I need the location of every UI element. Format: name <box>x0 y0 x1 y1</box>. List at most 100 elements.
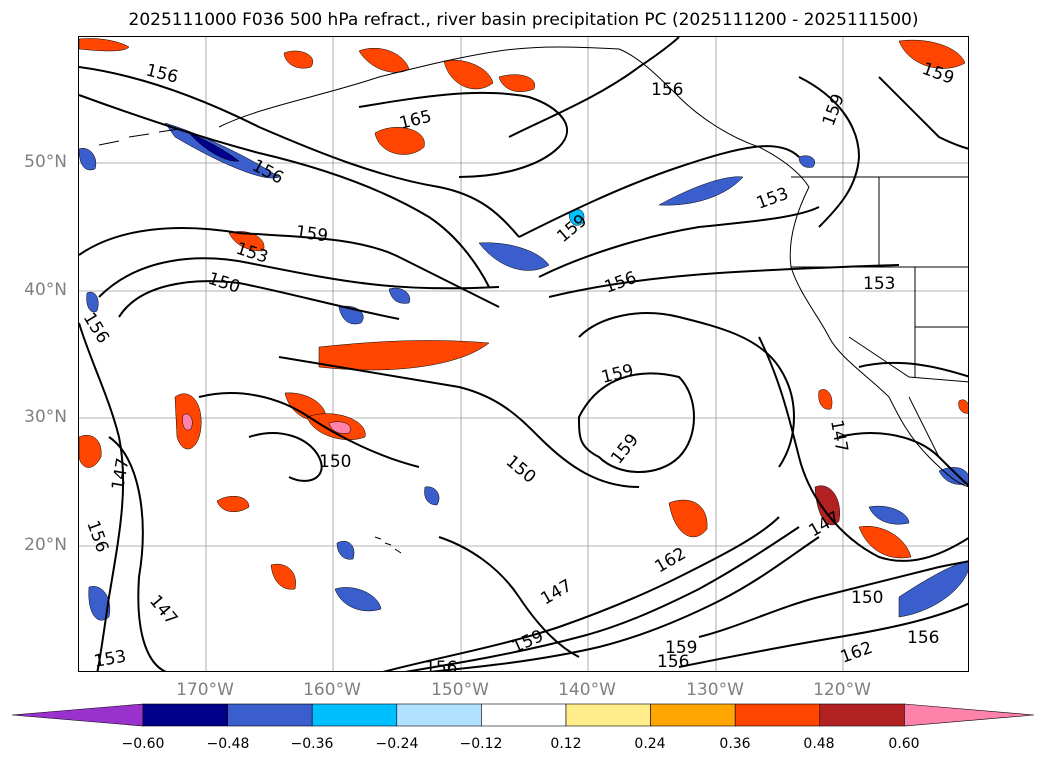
positive-area <box>668 499 708 538</box>
lat-label-30n: 30°N <box>24 407 67 427</box>
contour-line <box>198 392 420 468</box>
aleutian-islands <box>98 128 180 146</box>
contour-line <box>108 436 167 671</box>
lat-label-50n: 50°N <box>24 152 67 172</box>
coastlines <box>98 46 968 554</box>
positive-area <box>79 435 102 468</box>
contour-label: 156 <box>249 156 287 189</box>
negative-area <box>478 242 550 271</box>
colorbar-tick: −0.36 <box>290 736 334 752</box>
map-panel: 156 165 156 159 153 150 156 159 156 153 … <box>78 36 969 672</box>
positive-area <box>358 47 410 73</box>
positive-area <box>374 127 425 155</box>
positive-area <box>182 413 193 431</box>
contour-line <box>678 602 968 668</box>
negative-area <box>424 486 440 506</box>
alaska-coast <box>218 46 810 188</box>
contour-line <box>508 37 680 138</box>
contour-line <box>798 76 861 228</box>
lon-label-120w: 120°W <box>813 680 871 700</box>
contour-label: 156 <box>82 518 112 555</box>
contour-line <box>878 76 968 150</box>
colorbar-tick: −0.60 <box>121 736 165 752</box>
negative-area <box>868 505 910 525</box>
colorbar <box>11 703 1035 727</box>
baja-coast <box>908 396 940 458</box>
contour-line <box>79 322 125 671</box>
contour-label: 153 <box>233 239 270 268</box>
colorbar-tick: 0.48 <box>803 736 835 752</box>
negative-area <box>898 560 968 618</box>
negative-area <box>334 587 382 612</box>
contour-line <box>538 206 820 278</box>
positive-area <box>498 74 535 92</box>
positive-area <box>228 231 265 252</box>
map-canvas: 156 165 156 159 153 150 156 159 156 153 … <box>79 37 968 672</box>
north-america-coast <box>789 186 968 488</box>
positive-area <box>270 563 296 590</box>
contour-label: 159 <box>599 361 635 388</box>
lat-label-40n: 40°N <box>24 280 67 300</box>
map-title: 2025111000 F036 500 hPa refract., river … <box>128 10 919 30</box>
contour-label: 159 <box>607 430 643 468</box>
positive-area <box>328 421 351 434</box>
colorbar-tick: 0.12 <box>550 736 582 752</box>
contour-line <box>404 526 800 671</box>
contour-label: 153 <box>863 274 895 294</box>
contour-line <box>577 372 695 473</box>
negative-area <box>658 176 744 206</box>
contour-line <box>548 264 900 298</box>
colorbar-segment <box>734 703 821 727</box>
positive-area <box>79 38 130 52</box>
positive-area <box>216 495 250 513</box>
contour-line <box>118 280 400 320</box>
contour-label: 159 <box>665 638 697 658</box>
height-contours <box>79 37 968 671</box>
shaded-anomalies <box>79 38 968 621</box>
contour-label: 156 <box>79 309 113 347</box>
negative-area <box>336 541 355 560</box>
colorbar-tick: 0.24 <box>634 736 666 752</box>
negative-area <box>798 155 815 168</box>
contour-label: 159 <box>294 222 329 246</box>
contour-line <box>79 66 520 238</box>
negative-area <box>188 132 240 162</box>
contour-label: 153 <box>754 184 791 214</box>
contour-line <box>248 432 323 482</box>
contour-line <box>79 94 490 288</box>
contour-label: 159 <box>819 91 849 128</box>
contour-label: 162 <box>652 544 690 578</box>
contour-label: 147 <box>108 456 133 491</box>
lon-label-160w: 160°W <box>303 680 361 700</box>
colorbar-segment <box>819 703 905 727</box>
contour-label: 150 <box>205 269 242 298</box>
contour-label: 147 <box>145 591 181 629</box>
colorbar-tick: 0.36 <box>719 736 751 752</box>
colorbar-tick: −0.12 <box>459 736 503 752</box>
colorbar-extend-low <box>11 703 144 727</box>
contour-label: 159 <box>509 626 547 657</box>
positive-area <box>958 399 968 414</box>
contour-label: 150 <box>851 588 883 608</box>
negative-area <box>79 147 97 171</box>
colorbar-segment <box>396 703 482 727</box>
positive-area <box>858 526 912 559</box>
contour-line <box>438 536 580 658</box>
contour-line <box>79 227 500 308</box>
state-border <box>848 336 968 383</box>
contour-line <box>382 516 780 671</box>
contour-line <box>838 432 968 487</box>
contour-label: 162 <box>838 638 875 668</box>
lat-label-20n: 20°N <box>24 535 67 555</box>
contour-line <box>358 91 569 178</box>
contour-label: 156 <box>144 60 180 87</box>
negative-area <box>388 287 411 304</box>
contour-line <box>758 336 968 562</box>
contour-label: 153 <box>92 647 127 672</box>
positive-area <box>283 50 313 69</box>
negative-area <box>88 586 111 621</box>
contour-label: 165 <box>397 107 433 134</box>
positive-area <box>814 485 840 526</box>
positive-area <box>443 59 494 90</box>
contour-label: 156 <box>651 80 683 100</box>
